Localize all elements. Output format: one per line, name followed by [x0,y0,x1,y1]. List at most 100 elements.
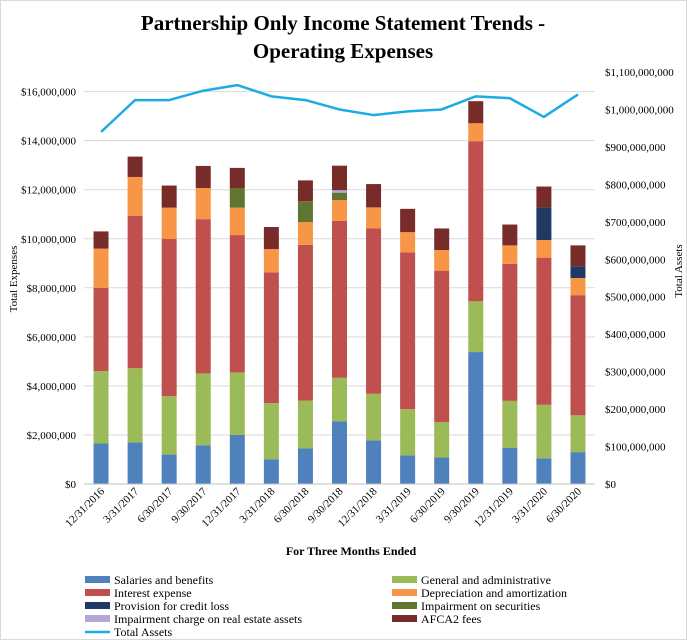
y2-tick-label: $0 [605,479,617,491]
bar-series-group [93,101,586,484]
bar-segment [127,215,143,369]
bar-segment [332,421,347,484]
y2-tick-label: $1,000,000,000 [605,104,674,116]
bar-segment [468,101,484,124]
y2-tick-label: $200,000,000 [605,404,666,416]
bar-segment [263,226,279,250]
bar-segment [195,165,211,188]
bar-segment [263,459,279,484]
bar-segment [229,434,245,484]
bar-segment [161,207,177,240]
bar-segment [536,239,552,258]
bar-segment [502,400,518,448]
legend-swatch [392,589,417,596]
bar-segment [366,228,382,394]
bar-segment [570,415,586,453]
legend-swatch [392,615,417,622]
bar-segment [161,185,177,208]
legend-label: AFCA2 fees [421,612,482,626]
bar-segment [366,393,382,441]
legend-label: Provision for credit loss [114,599,229,613]
bar-segment [502,447,518,484]
y-tick-label: $4,000,000 [27,381,77,393]
bar-segment [400,232,416,253]
y2-axis-title: Total Assets [673,244,685,297]
bar-segment [570,278,586,296]
bar-segment [400,455,416,484]
y2-tick-label: $800,000,000 [605,179,666,191]
bar-segment [93,231,109,249]
bar-segment [127,442,143,484]
legend-label: Impairment on securities [421,599,541,613]
bar-segment [297,448,313,484]
bar-segment [229,372,245,435]
bar-segment [570,452,586,484]
bar-segment [93,248,109,288]
total-assets-line-group [100,83,579,133]
total-assets-line [100,83,579,133]
bar-segment [161,239,177,397]
bar-segment [570,245,586,267]
bar-segment [127,368,143,443]
bar-segment [297,180,313,202]
bar-segment [127,176,143,216]
bar-segment [195,219,211,374]
bar-segment [536,207,552,240]
chart-title-line1: Partnership Only Income Statement Trends… [141,11,545,35]
bar-segment [332,220,347,378]
bar-segment [570,266,586,278]
y-tick-label: $12,000,000 [21,185,77,197]
bar-segment [536,404,552,459]
bar-segment [195,373,211,446]
bar-segment [93,287,109,372]
bar-segment [468,352,484,484]
bar-segment [366,207,382,229]
bar-segment [229,207,245,236]
bar-segment [366,440,382,484]
legend-swatch [85,589,110,596]
bar-segment [502,224,518,246]
bar-segment [297,400,313,449]
bar-segment [502,263,518,401]
bar-segment [297,222,313,245]
bar-segment [263,403,279,460]
y-tick-label: $16,000,000 [21,87,77,99]
bar-segment [297,201,313,223]
bar-segment [400,252,416,410]
bar-segment [468,141,484,302]
bar-segment [332,377,347,422]
bar-segment [332,165,347,191]
bar-segment [536,458,552,484]
y2-tick-label: $900,000,000 [605,142,666,154]
bar-segment [161,396,177,455]
chart-title-line2: Operating Expenses [253,39,433,63]
legend-label: Interest expense [114,586,192,600]
legend-swatch [85,602,110,609]
legend-label: Total Assets [114,625,172,639]
right-y-axis: $0 $100,000,000 $200,000,000 $300,000,000 $4… [605,67,674,491]
bar-segment [229,187,245,208]
y-tick-label: $6,000,000 [27,332,77,344]
bar-segment [434,270,450,422]
bar-segment [468,301,484,353]
bar-segment [332,192,347,201]
bar-segment [570,295,586,416]
bar-segment [332,190,347,193]
legend-label: Impairment charge on real estate assets [114,612,302,626]
legend-label: General and administrative [421,573,551,587]
y2-tick-label: $100,000,000 [605,442,666,454]
y2-tick-label: $600,000,000 [605,254,666,266]
bar-segment [332,200,347,221]
y-axis-title: Total Expenses [8,246,20,313]
bar-segment [400,409,416,456]
bar-segment [161,454,177,484]
bar-segment [127,156,143,177]
legend: Salaries and benefits General and adminis… [85,573,567,639]
y2-tick-label: $300,000,000 [605,367,666,379]
bar-segment [263,272,279,404]
bar-segment [536,257,552,405]
y-tick-label: $8,000,000 [27,283,77,295]
y2-tick-label: $400,000,000 [605,329,666,341]
